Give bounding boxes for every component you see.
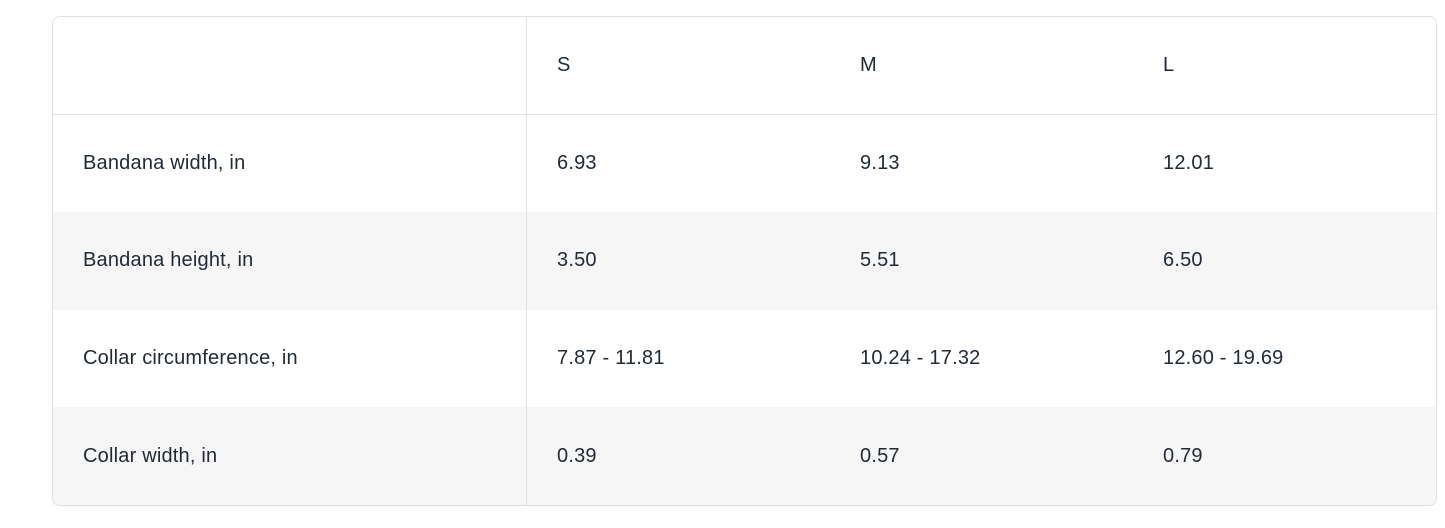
cell-value: 3.50 <box>557 249 597 272</box>
table-row: Collar circumference, in 7.87 - 11.81 10… <box>53 309 1436 408</box>
cell-value: 9.13 <box>860 151 900 174</box>
cell-value: 7.87 - 11.81 <box>557 347 665 370</box>
column-header-s: S <box>557 53 571 76</box>
row-label: Bandana width, in <box>53 114 527 213</box>
cell-value: 0.39 <box>557 444 597 467</box>
row-label: Bandana height, in <box>53 212 527 310</box>
cell-value: 10.24 - 17.32 <box>860 347 981 370</box>
cell-value: 6.50 <box>1163 249 1203 272</box>
cell-value: 0.57 <box>860 444 900 467</box>
cell-value: 0.79 <box>1163 444 1203 467</box>
table-row: Collar width, in 0.39 0.57 0.79 <box>53 407 1436 505</box>
size-table-header-row: S M L <box>53 17 1436 115</box>
size-chart-table: S M L Bandana width, in 6.93 9.13 12.01 … <box>52 16 1437 506</box>
table-row: Bandana height, in 3.50 5.51 6.50 <box>53 212 1436 310</box>
header-empty-cell <box>53 17 527 114</box>
column-header-l: L <box>1163 53 1175 76</box>
cell-value: 6.93 <box>557 151 597 174</box>
cell-value: 5.51 <box>860 249 900 272</box>
cell-value: 12.01 <box>1163 151 1215 174</box>
row-label: Collar width, in <box>53 407 527 505</box>
table-row: Bandana width, in 6.93 9.13 12.01 <box>53 114 1436 213</box>
cell-value: 12.60 - 19.69 <box>1163 347 1284 370</box>
row-label: Collar circumference, in <box>53 309 527 408</box>
column-header-m: M <box>860 53 877 76</box>
